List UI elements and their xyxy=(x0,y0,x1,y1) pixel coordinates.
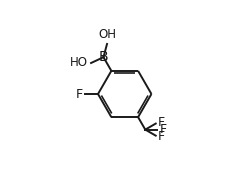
Text: OH: OH xyxy=(99,28,117,41)
Text: F: F xyxy=(158,130,165,143)
Text: F: F xyxy=(76,88,83,101)
Text: HO: HO xyxy=(70,56,88,69)
Text: F: F xyxy=(159,123,166,136)
Text: B: B xyxy=(99,50,108,64)
Text: F: F xyxy=(158,116,165,129)
